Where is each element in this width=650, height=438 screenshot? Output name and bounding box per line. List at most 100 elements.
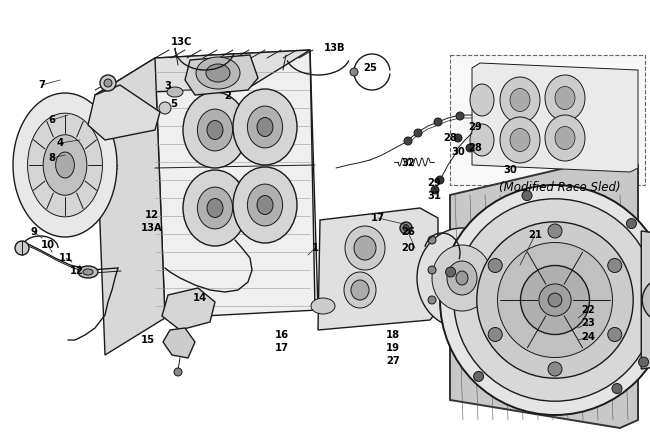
Text: 13C: 13C — [172, 37, 192, 47]
Text: 1: 1 — [311, 243, 318, 253]
Circle shape — [440, 185, 650, 415]
Ellipse shape — [198, 109, 233, 151]
Ellipse shape — [233, 167, 297, 243]
Text: 11: 11 — [59, 253, 73, 263]
Text: 22: 22 — [581, 305, 595, 315]
Circle shape — [428, 236, 436, 244]
Ellipse shape — [510, 88, 530, 112]
Ellipse shape — [198, 187, 233, 229]
Circle shape — [612, 384, 622, 394]
Circle shape — [100, 75, 116, 91]
Text: 19: 19 — [386, 343, 400, 353]
Polygon shape — [162, 288, 215, 330]
Circle shape — [15, 241, 29, 255]
Text: 17: 17 — [275, 343, 289, 353]
Text: 28: 28 — [468, 143, 482, 153]
Ellipse shape — [470, 84, 494, 116]
Text: 13A: 13A — [141, 223, 163, 233]
Circle shape — [414, 129, 422, 137]
Circle shape — [400, 222, 412, 234]
Circle shape — [474, 371, 484, 381]
Polygon shape — [155, 50, 318, 318]
Circle shape — [434, 118, 442, 126]
Circle shape — [436, 176, 444, 184]
Circle shape — [428, 296, 436, 304]
Ellipse shape — [354, 236, 376, 260]
Ellipse shape — [642, 278, 650, 322]
Ellipse shape — [248, 106, 283, 148]
Circle shape — [477, 222, 633, 378]
Ellipse shape — [447, 261, 477, 295]
Text: 15: 15 — [141, 335, 155, 345]
Ellipse shape — [196, 57, 240, 89]
Text: 14: 14 — [193, 293, 207, 303]
Circle shape — [104, 79, 112, 87]
Text: 25: 25 — [363, 63, 377, 73]
Ellipse shape — [43, 135, 87, 195]
Ellipse shape — [470, 124, 494, 156]
Text: 16: 16 — [275, 330, 289, 340]
Text: 17: 17 — [371, 213, 385, 223]
Text: 9: 9 — [31, 227, 38, 237]
Ellipse shape — [545, 115, 585, 161]
Circle shape — [548, 362, 562, 376]
Text: 12: 12 — [145, 210, 159, 220]
Ellipse shape — [344, 272, 376, 308]
Ellipse shape — [233, 89, 297, 165]
Circle shape — [548, 224, 562, 238]
Ellipse shape — [545, 75, 585, 121]
Circle shape — [454, 199, 650, 401]
Circle shape — [522, 191, 532, 201]
Text: 8: 8 — [49, 153, 55, 163]
Circle shape — [174, 368, 182, 376]
Ellipse shape — [456, 271, 468, 285]
Ellipse shape — [510, 128, 530, 152]
Circle shape — [521, 265, 590, 335]
Circle shape — [446, 267, 456, 277]
Polygon shape — [95, 58, 165, 355]
Text: 29: 29 — [468, 122, 482, 132]
Circle shape — [627, 219, 636, 229]
Circle shape — [454, 134, 462, 142]
Text: 21: 21 — [528, 230, 542, 240]
Ellipse shape — [311, 298, 335, 314]
Text: 10: 10 — [41, 240, 55, 250]
Polygon shape — [163, 328, 195, 358]
Text: 12: 12 — [70, 266, 84, 276]
Circle shape — [608, 258, 622, 272]
Ellipse shape — [207, 120, 223, 139]
Ellipse shape — [555, 127, 575, 149]
Polygon shape — [318, 208, 438, 330]
Text: 3: 3 — [164, 81, 172, 91]
Text: 2: 2 — [224, 91, 231, 101]
Ellipse shape — [351, 280, 369, 300]
Circle shape — [488, 328, 502, 342]
Text: 18: 18 — [386, 330, 400, 340]
Ellipse shape — [555, 86, 575, 110]
Text: 26: 26 — [401, 227, 415, 237]
Circle shape — [431, 186, 439, 194]
Text: 13B: 13B — [324, 43, 346, 53]
Polygon shape — [185, 55, 258, 95]
Text: 27: 27 — [386, 356, 400, 366]
Text: 24: 24 — [581, 332, 595, 342]
Text: 30: 30 — [503, 165, 517, 175]
Ellipse shape — [56, 152, 74, 178]
Text: 4: 4 — [57, 138, 64, 148]
Ellipse shape — [345, 226, 385, 270]
Circle shape — [608, 328, 622, 342]
Text: 6: 6 — [49, 115, 55, 125]
Circle shape — [403, 225, 409, 231]
Text: 5: 5 — [170, 99, 177, 109]
Ellipse shape — [257, 195, 273, 215]
Ellipse shape — [257, 117, 273, 137]
Text: 30: 30 — [451, 147, 465, 157]
Ellipse shape — [207, 198, 223, 218]
Polygon shape — [642, 231, 650, 369]
Circle shape — [638, 357, 649, 367]
Ellipse shape — [206, 64, 230, 82]
Circle shape — [404, 137, 412, 145]
Polygon shape — [472, 63, 638, 172]
Circle shape — [428, 266, 436, 274]
Bar — [450, 55, 645, 185]
